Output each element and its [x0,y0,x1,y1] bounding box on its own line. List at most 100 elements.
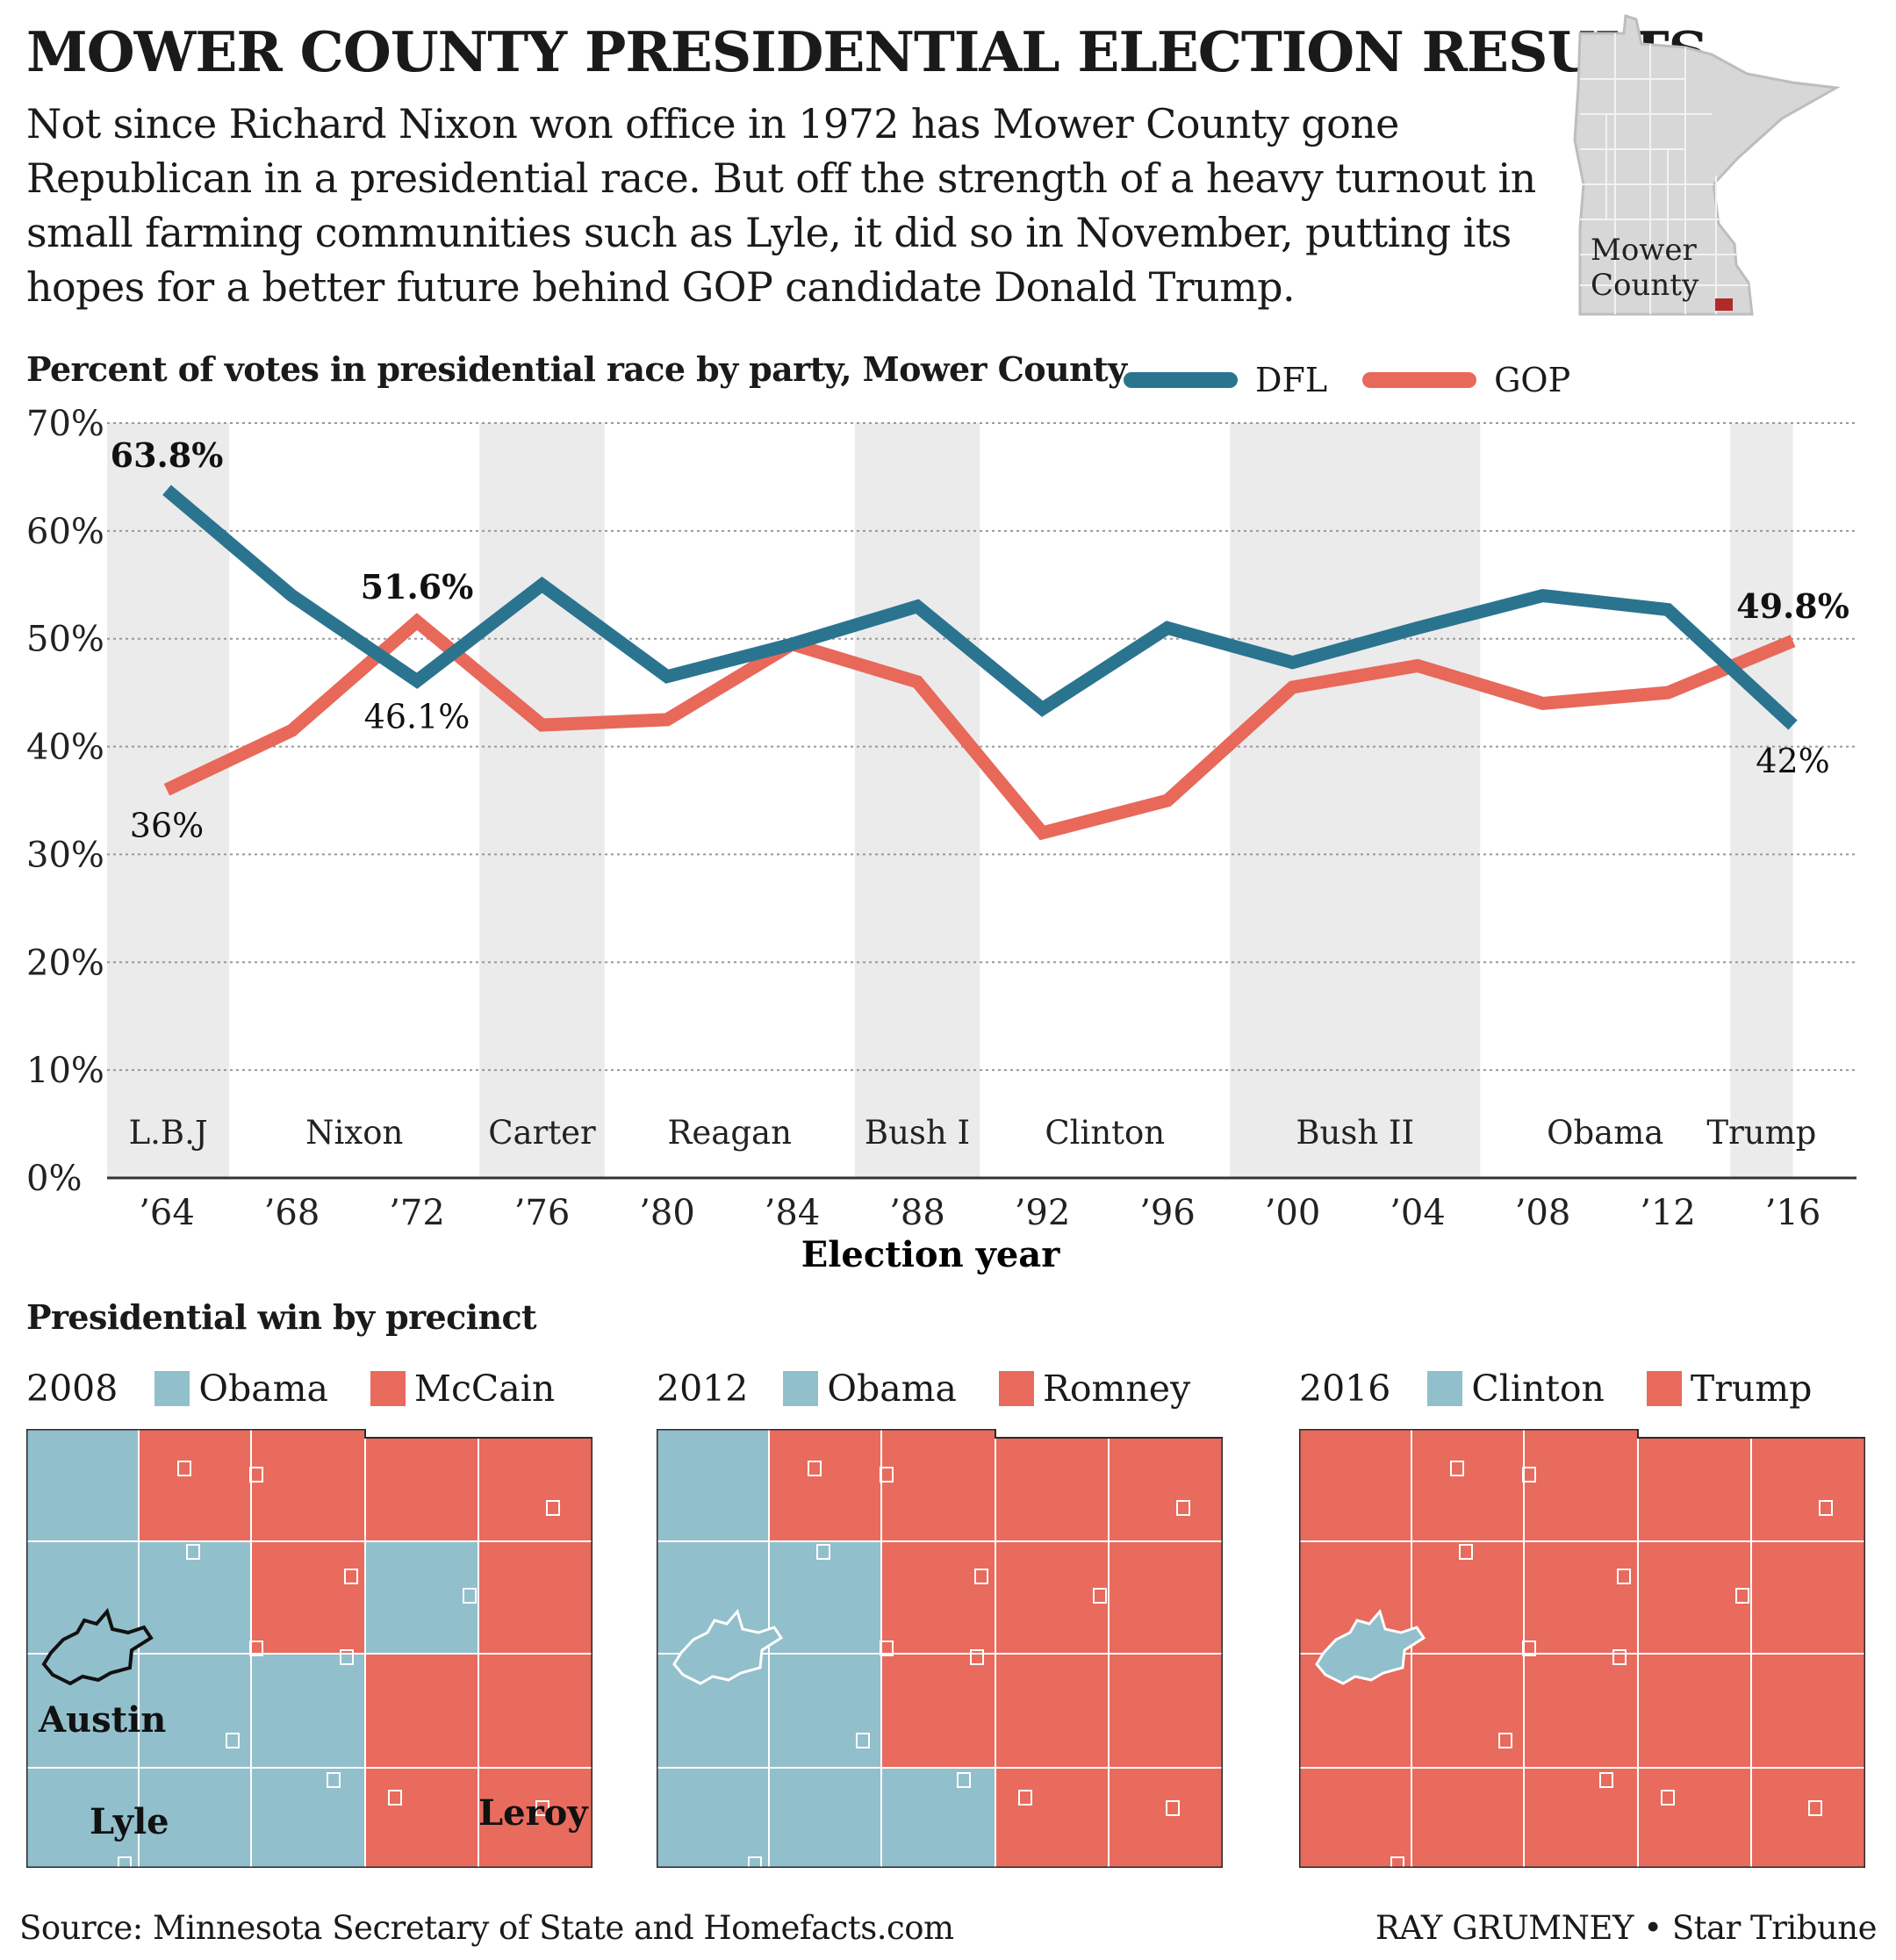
y-tick-label: 0% [26,1159,82,1199]
precinct-cell [364,1767,479,1868]
town-outline [186,1544,200,1560]
precinct-cell [880,1767,996,1868]
town-outline [177,1461,191,1476]
y-tick-label: 30% [26,835,104,875]
y-axis-ticks: 0% 10% 20% 30% 40% 50% 60% 70% [26,404,104,1199]
precinct-cell [995,1653,1110,1769]
swatch-gop [998,1371,1034,1406]
administration-bands [107,423,1793,1178]
map-year-2016: 2016 [1299,1368,1391,1410]
precinct-cell [880,1653,996,1769]
precinct-cell [478,1653,592,1769]
intro-text: Not since Richard Nixon won office in 19… [26,97,1536,314]
x-tick-label: ’16 [1765,1193,1821,1233]
precinct-cell [1637,1429,1752,1542]
map-gop-label-2012: Romney [1042,1368,1191,1410]
data-label: 49.8% [1736,586,1849,626]
precinct-cell [1523,1429,1639,1542]
town-outline [1176,1500,1190,1516]
town-outline [535,1800,549,1816]
legend-item-dfl: DFL [1124,361,1327,399]
precinct-cell [1750,1767,1865,1868]
data-label: 63.8% [111,435,224,475]
x-tick-label: ’04 [1390,1193,1446,1233]
precinct-cell [364,1429,479,1542]
swatch-dem [1427,1371,1463,1406]
town-outline [1166,1800,1180,1816]
map-gop-label-2016: Trump [1690,1368,1813,1410]
map-legend-2016: 2016 Clinton Trump [1299,1368,1854,1410]
legend-item-gop: GOP [1362,361,1570,399]
precinct-cell [995,1767,1110,1868]
town-outline [880,1467,894,1483]
data-label: 46.1% [364,698,470,736]
town-outline [226,1733,240,1748]
town-outline [1498,1733,1512,1748]
series-lines [162,485,1798,841]
chart-title: Percent of votes in presidential race by… [26,349,1127,389]
precinct-cell [1750,1540,1865,1655]
precinct-cell [364,1540,479,1655]
town-label-austin: Austin [39,1699,167,1741]
town-outline [816,1544,830,1560]
precinct-cell [250,1540,366,1655]
map-dem-label-2008: Obama [198,1368,328,1410]
precinct-cell [1523,1653,1639,1769]
precinct-cell [364,1653,479,1769]
x-tick-label: ’80 [639,1193,695,1233]
town-outline [748,1856,762,1868]
y-tick-label: 20% [26,943,104,983]
minnesota-outline [1573,13,1841,316]
y-tick-label: 50% [26,620,104,660]
data-label: 51.6% [361,567,474,607]
data-labels: 63.8% 36% 51.6% 46.1% 49.8% 42% [111,435,1849,845]
administration-label: Nixon [305,1114,403,1152]
county-border [657,1429,1223,1868]
town-outline [1661,1790,1675,1806]
mower-county-marker [1715,298,1733,311]
x-tick-label: ’08 [1515,1193,1571,1233]
town-outline [388,1790,402,1806]
intro-line: Not since Richard Nixon won office in 19… [26,100,1399,147]
town-outline [1599,1772,1613,1788]
town-outline [463,1588,477,1604]
administration-label: Reagan [668,1114,792,1152]
map-dem-label-2016: Clinton [1471,1368,1605,1410]
precinct-cell [657,1429,770,1542]
town-outline [1450,1461,1464,1476]
austin-outline [41,1607,154,1686]
precinct-cell [768,1767,882,1868]
precinct-cell [26,1767,140,1868]
chart-legend: DFL GOP [1124,354,1605,406]
precinct-cell [138,1767,252,1868]
page-title: MOWER COUNTY PRESIDENTIAL ELECTION RESUL… [26,19,1708,84]
locator-label-line: County [1591,268,1699,303]
x-axis-ticks: ’64 ’68 ’72 ’76 ’80 ’84 ’88 ’92 ’96 ’00 ’04 ’08 ’12 ’… [139,1193,1821,1233]
town-outline [1735,1588,1749,1604]
series-line-gop [163,613,1796,841]
swatch-dem [154,1371,190,1406]
county-border [26,1429,592,1868]
legend-label-gop: GOP [1494,361,1571,399]
map-dem-label-2012: Obama [827,1368,957,1410]
grid-lines [107,422,1856,1180]
precinct-section-title: Presidential win by precinct [26,1297,537,1337]
precinct-cell [250,1767,366,1868]
town-outline [249,1641,263,1656]
x-tick-label: ’76 [514,1193,571,1233]
x-tick-label: ’92 [1015,1193,1071,1233]
town-outline [546,1500,560,1516]
precinct-cell [995,1429,1110,1542]
town-outline [118,1856,132,1868]
series-line-dfl [162,485,1798,730]
intro-line: hopes for a better future behind GOP can… [26,263,1296,311]
precinct-cell [1411,1429,1525,1542]
precinct-map-2016 [1299,1429,1865,1868]
administration-label: Carter [488,1114,596,1152]
town-outline [880,1641,894,1656]
legend-label-dfl: DFL [1255,361,1328,399]
intro-line: small farming communities such as Lyle, … [26,209,1512,256]
administration-label: Obama [1547,1114,1663,1152]
town-outline [1390,1856,1404,1868]
